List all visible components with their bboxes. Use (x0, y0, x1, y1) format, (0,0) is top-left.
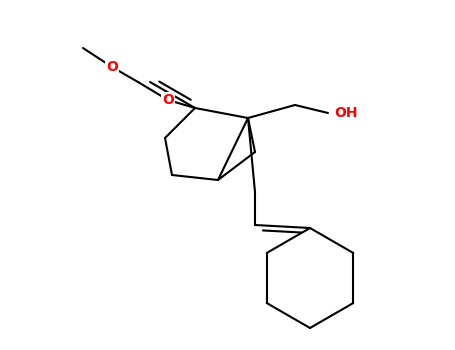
Text: O: O (106, 60, 118, 74)
Text: OH: OH (334, 106, 358, 120)
Text: O: O (162, 93, 174, 107)
